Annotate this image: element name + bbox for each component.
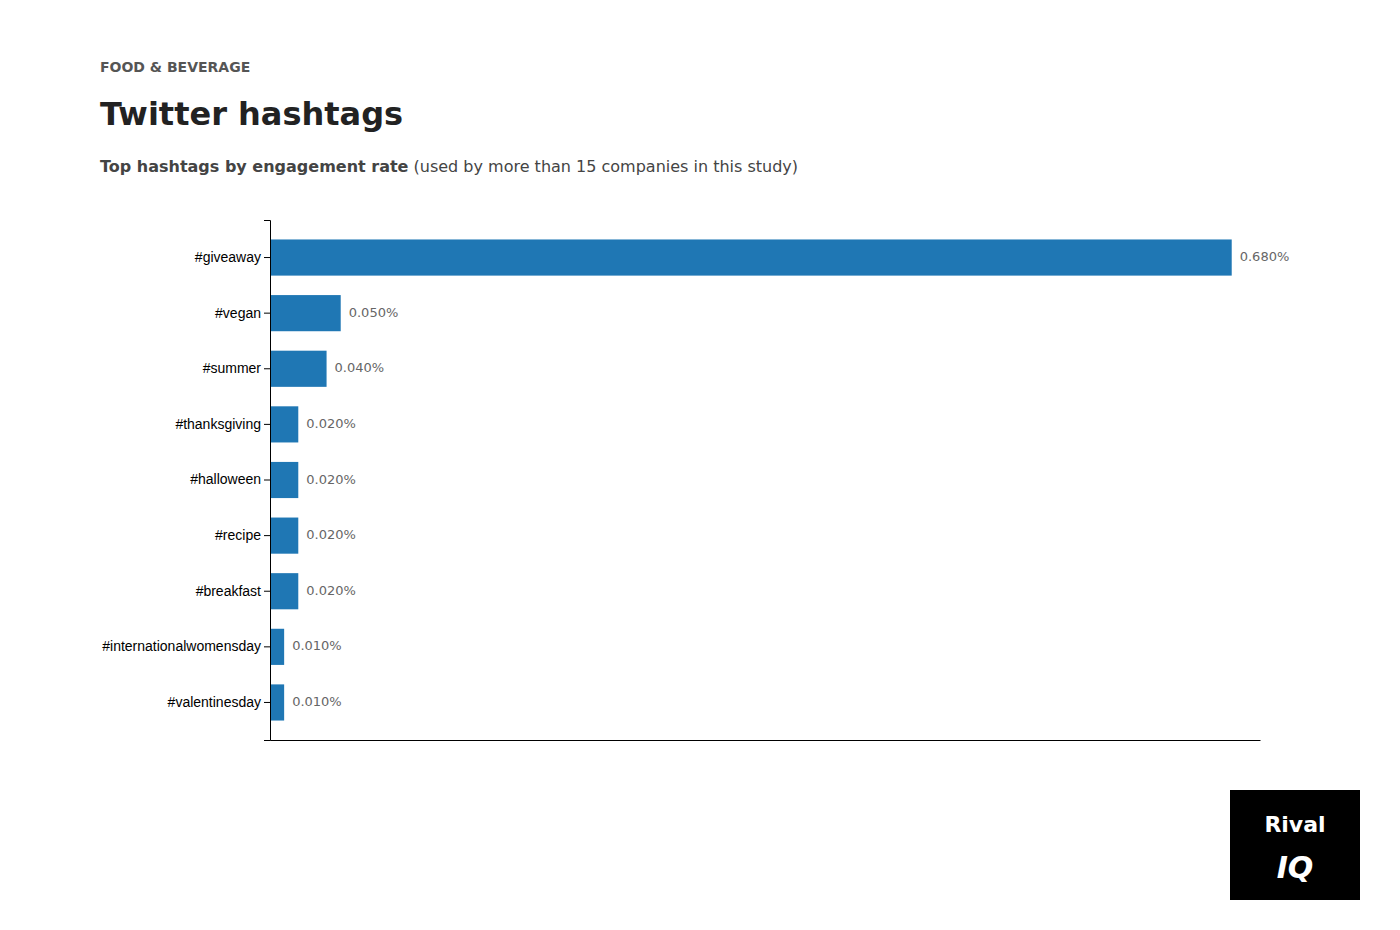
bar — [270, 351, 327, 387]
category-label: FOOD & BEVERAGE — [100, 59, 250, 75]
category-tick-label: #internationalwomensday — [102, 638, 261, 654]
category-axis-line — [264, 221, 271, 741]
data-label: 0.040% — [335, 360, 385, 375]
category-tick-mark — [264, 702, 270, 703]
category-tick: #breakfast — [196, 583, 270, 599]
category-tick-label: #vegan — [215, 305, 261, 321]
category-tick: #thanksgiving — [175, 416, 270, 432]
bar — [270, 406, 298, 442]
category-tick-mark — [264, 313, 270, 314]
data-label: 0.680% — [1240, 249, 1290, 264]
data-label: 0.010% — [292, 694, 342, 709]
logo: Rival IQ — [1230, 790, 1360, 900]
logo-text: Rival — [1264, 812, 1325, 837]
category-tick-label: #giveaway — [195, 249, 261, 265]
bar — [270, 629, 284, 665]
data-label: 0.020% — [306, 416, 356, 431]
bar — [270, 295, 341, 331]
category-tick: #giveaway — [195, 249, 270, 265]
data-label: 0.020% — [306, 583, 356, 598]
bar — [270, 239, 1232, 275]
category-tick: #summer — [203, 360, 270, 376]
category-tick: #recipe — [215, 527, 270, 543]
bar — [270, 684, 284, 720]
data-labels: 0.680% 0.050% 0.040% 0.020% 0.020% 0.020% 0.02… — [292, 249, 1289, 709]
category-axis: #giveaway #vegan #summer #thanksgiving #hall… — [102, 221, 270, 741]
category-tick: #internationalwomensday — [102, 638, 270, 654]
title: Twitter hashtags — [100, 95, 403, 133]
data-label: 0.020% — [306, 527, 356, 542]
category-tick-label: #thanksgiving — [175, 416, 261, 432]
category-tick-label: #summer — [203, 360, 262, 376]
category-tick: #valentinesday — [168, 694, 270, 710]
subtitle: Top hashtags by engagement rate (used by… — [100, 157, 798, 176]
data-label: 0.020% — [306, 472, 356, 487]
subtitle-part: Top hashtags by engagement rate — [100, 157, 409, 176]
value-axis-line — [271, 740, 1261, 741]
category-tick-label: #valentinesday — [168, 694, 261, 710]
category-tick-mark — [264, 368, 270, 369]
category-tick: #vegan — [215, 305, 270, 321]
category-tick-label: #breakfast — [196, 583, 261, 599]
category-tick-mark — [264, 591, 270, 592]
value-axis — [271, 740, 1261, 741]
header: FOOD & BEVERAGE Twitter hashtags Top hasht… — [100, 59, 798, 176]
category-tick-mark — [264, 646, 270, 647]
category-tick-mark — [264, 257, 270, 258]
category-tick-mark — [264, 535, 270, 536]
subtitle-part: (used by more than 15 companies in this … — [408, 157, 798, 176]
bar — [270, 518, 298, 554]
data-label: 0.050% — [349, 305, 399, 320]
bars — [270, 239, 1232, 720]
category-tick-label: #recipe — [215, 527, 261, 543]
category-tick: #halloween — [190, 471, 270, 487]
category-tick-mark — [264, 480, 270, 481]
plot-area: #giveaway #vegan #summer #thanksgiving #hall… — [102, 221, 1289, 741]
category-tick-mark — [264, 424, 270, 425]
data-label: 0.010% — [292, 638, 342, 653]
chart-svg: FOOD & BEVERAGE Twitter hashtags Top hasht… — [0, 0, 1400, 930]
bar — [270, 573, 298, 609]
bar — [270, 462, 298, 498]
logo-text: IQ — [1277, 850, 1314, 885]
category-tick-label: #halloween — [190, 471, 261, 487]
logo-box — [1230, 790, 1360, 900]
